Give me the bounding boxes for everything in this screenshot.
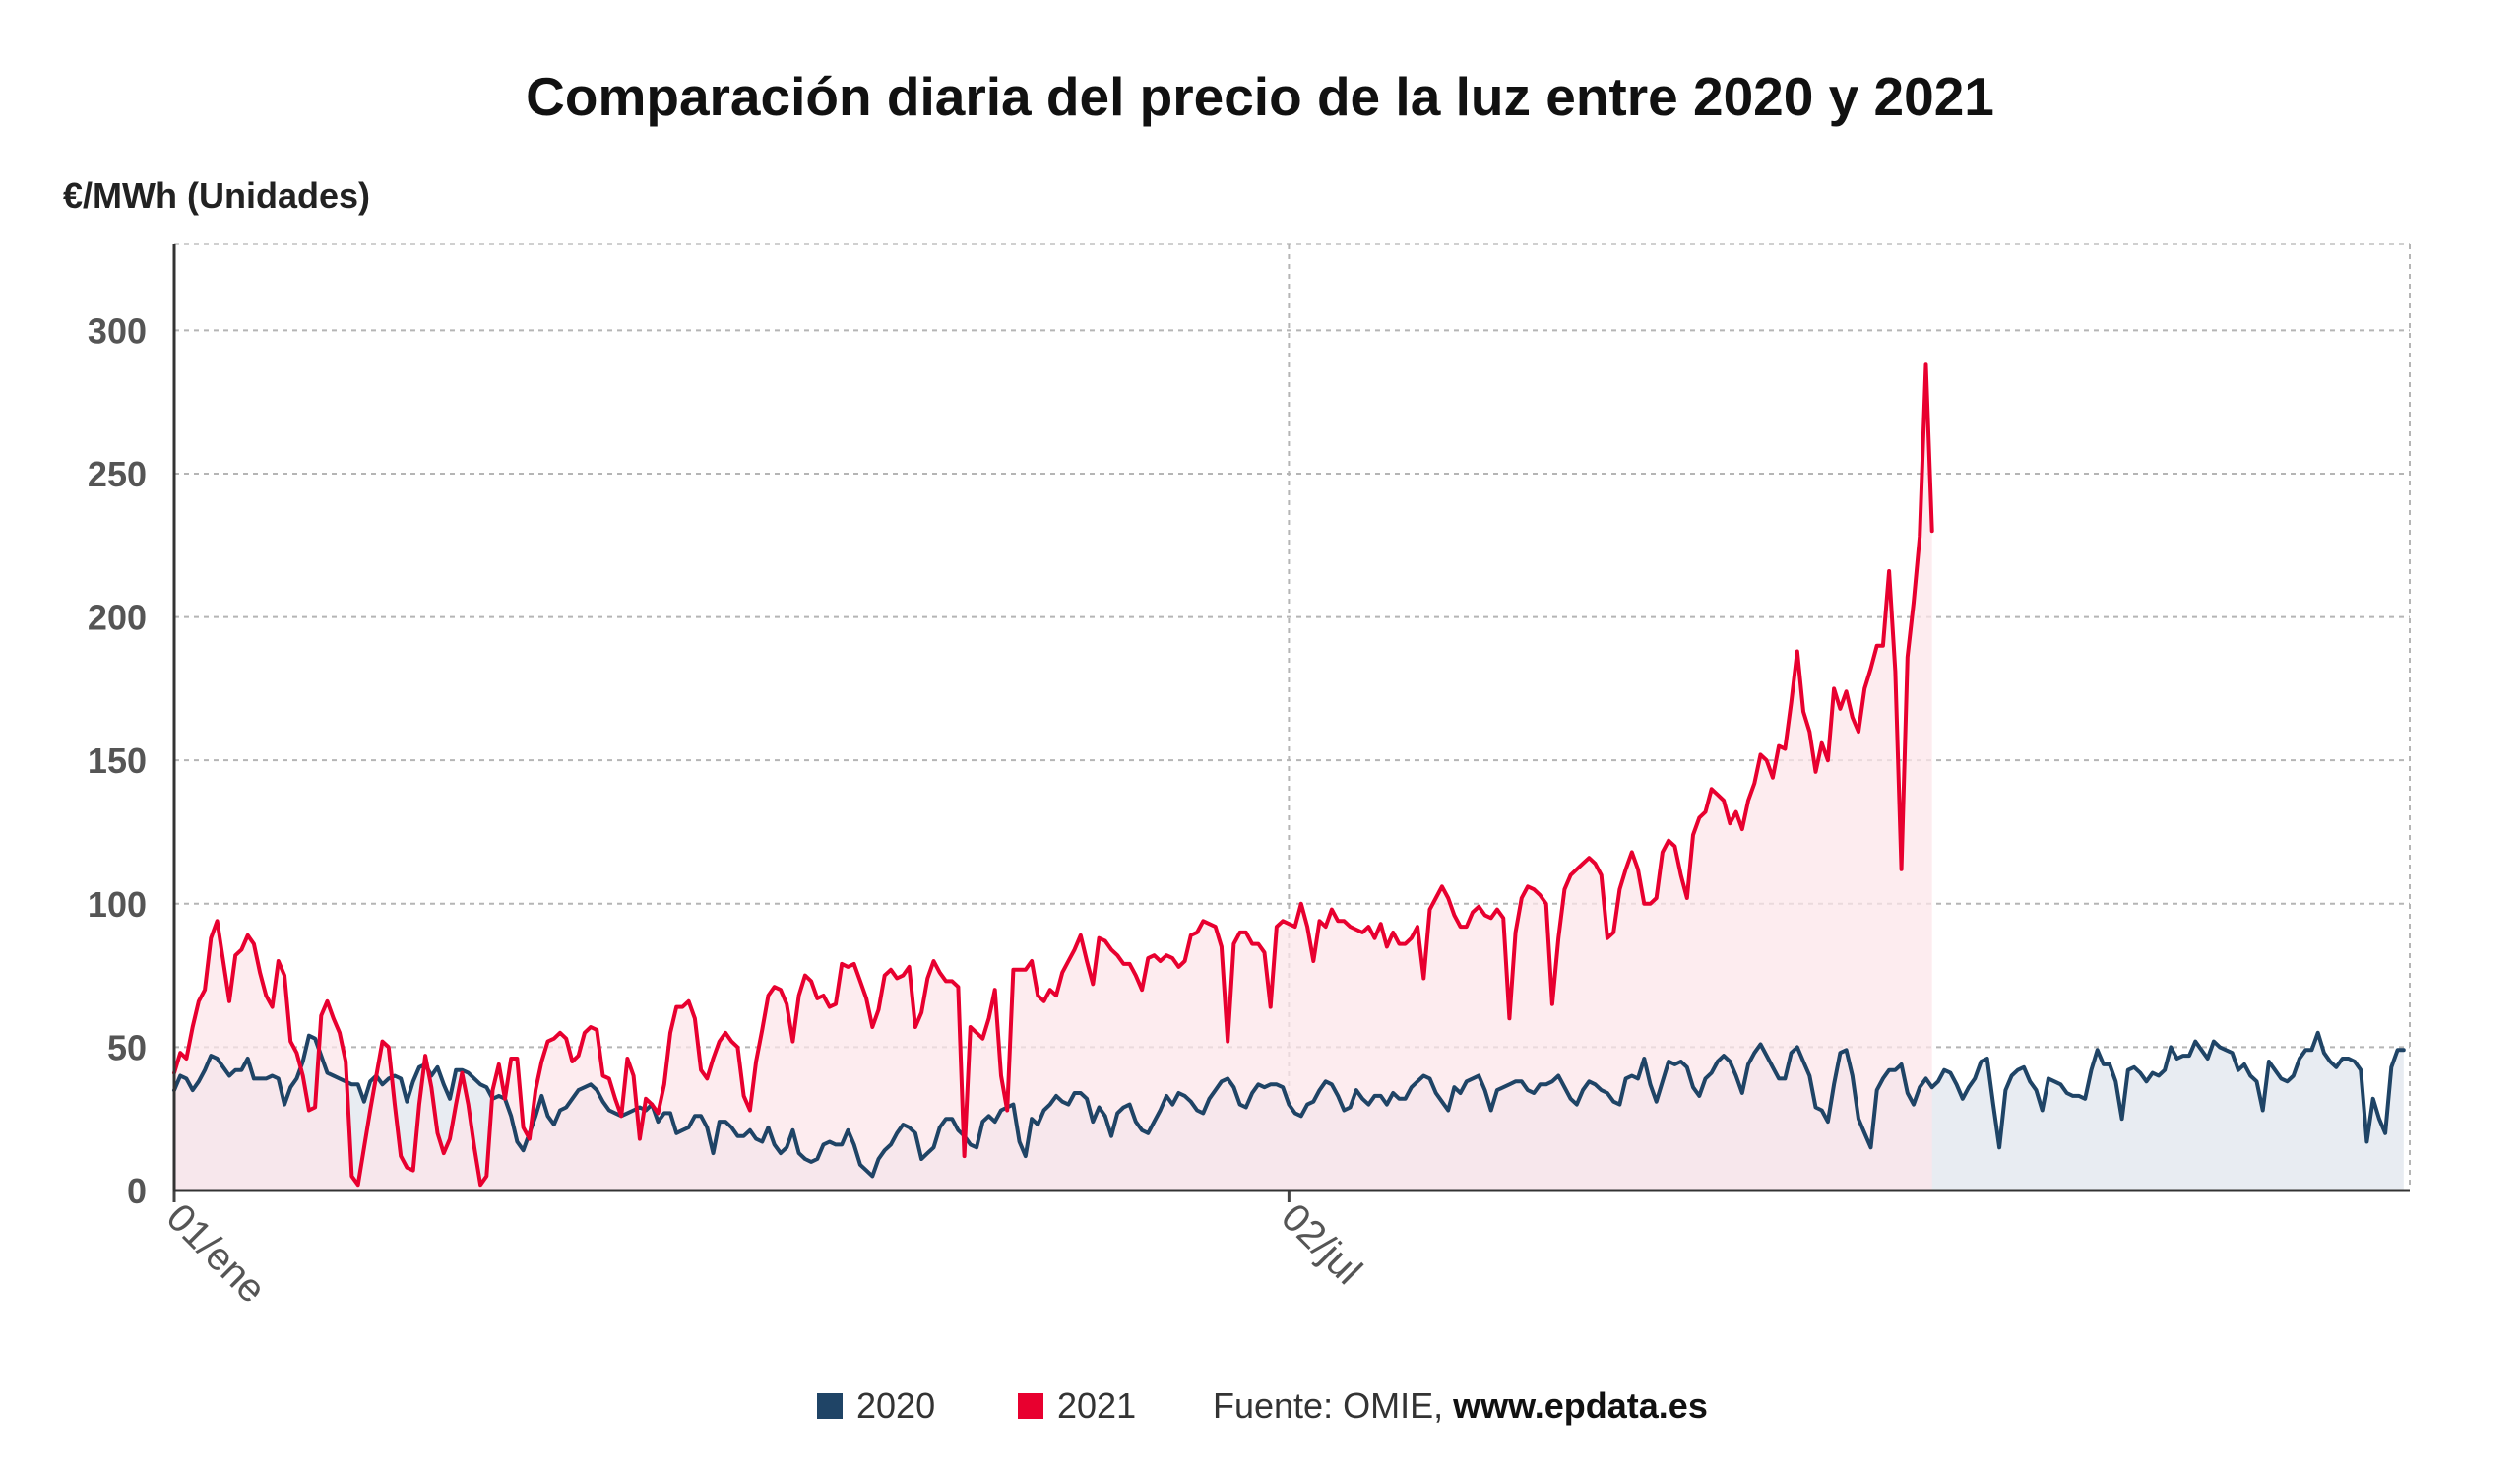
series-areas: [174, 364, 2404, 1190]
legend: 2020 2021 Fuente: OMIE, www.epdata.es: [0, 1381, 2520, 1432]
y-tick-label: 0: [127, 1171, 147, 1211]
y-tick-label: 250: [88, 454, 147, 494]
legend-swatch-2020: [817, 1393, 843, 1419]
line-series-2020[interactable]: [172, 1030, 2406, 1179]
line-series-2021[interactable]: [172, 362, 1934, 1188]
y-tick-label: 150: [88, 740, 147, 781]
legend-label-2021: 2021: [1057, 1385, 1137, 1426]
legend-label-2020: 2020: [856, 1385, 936, 1426]
y-tick-label: 50: [107, 1027, 147, 1067]
axes: [172, 244, 2410, 1202]
source-credit: Fuente: OMIE, www.epdata.es: [1213, 1381, 1708, 1432]
legend-item-2021[interactable]: 2021: [1018, 1381, 1136, 1432]
x-tick-label: 01/ene: [158, 1195, 275, 1312]
legend-swatch-2021: [1018, 1393, 1043, 1419]
legend-item-2020[interactable]: 2020: [817, 1381, 935, 1432]
series-lines: [172, 362, 2406, 1188]
y-tick-label: 100: [88, 884, 147, 925]
source-label: Fuente: OMIE,: [1213, 1385, 1454, 1426]
source-link[interactable]: www.epdata.es: [1453, 1385, 1708, 1426]
x-tick-label: 02/jul: [1273, 1195, 1370, 1293]
y-tick-label: 300: [88, 310, 147, 351]
y-tick-label: 200: [88, 598, 147, 638]
area-series-2021: [174, 364, 1932, 1190]
chart-title: Comparación diaria del precio de la luz …: [526, 66, 1994, 127]
y-axis-label: €/MWh (Unidades): [63, 175, 370, 216]
